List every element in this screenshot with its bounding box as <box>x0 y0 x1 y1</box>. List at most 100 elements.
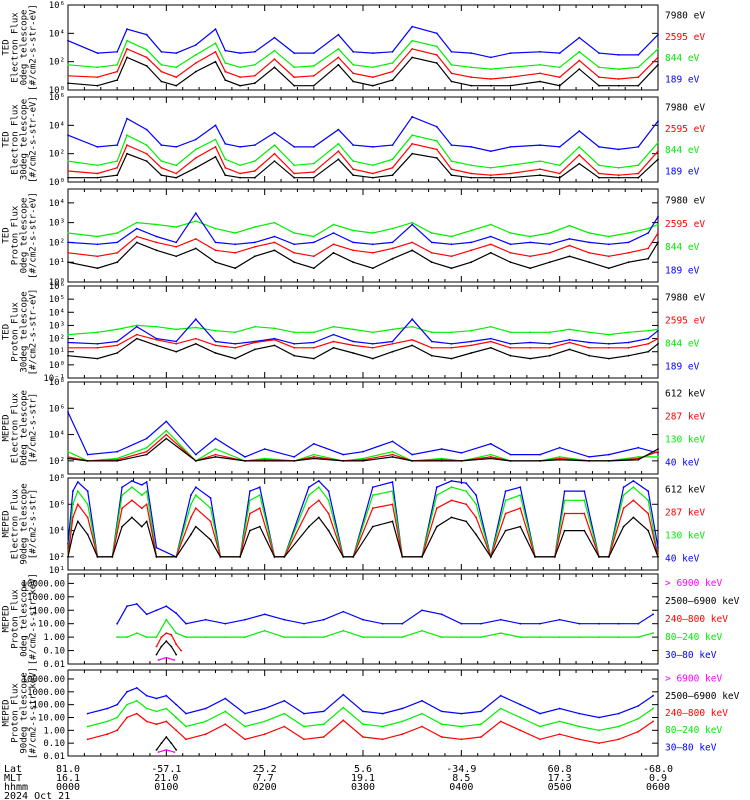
data-point <box>430 340 433 343</box>
data-point <box>180 649 183 652</box>
data-point <box>194 70 197 73</box>
data-point <box>637 146 640 148</box>
data-point <box>194 486 197 489</box>
y-tick-label: 10⁵ <box>49 295 65 305</box>
x-tick-label-lat: 25.2 <box>253 764 277 775</box>
data-point <box>362 450 364 453</box>
data-point <box>583 529 586 532</box>
data-point <box>116 344 119 347</box>
data-point <box>460 712 463 715</box>
data-point <box>440 613 443 616</box>
data-point <box>440 457 443 460</box>
data-point <box>371 486 374 489</box>
y-tick-label: 10³ <box>49 219 65 229</box>
data-point <box>214 437 217 440</box>
data-point <box>381 636 384 638</box>
data-point <box>332 251 335 254</box>
data-point <box>470 340 473 343</box>
data-point <box>381 738 384 741</box>
data-point <box>470 84 473 87</box>
data-point <box>308 494 310 496</box>
data-point <box>126 144 128 147</box>
data-point <box>194 157 197 159</box>
data-point <box>140 494 143 496</box>
data-point <box>116 251 119 254</box>
data-point <box>253 144 256 147</box>
data-point <box>253 50 256 53</box>
data-point <box>175 556 178 558</box>
data-point <box>371 66 374 69</box>
data-point <box>214 340 217 343</box>
data-point <box>411 56 414 59</box>
y-axis-label-line: Proton Flux <box>11 683 21 743</box>
data-point <box>293 176 296 179</box>
data-point <box>391 328 394 331</box>
data-point <box>145 128 148 131</box>
data-point <box>67 450 69 453</box>
y-axis-label: TEDElectron Flux0deg telescope[#/cm2-s-s… <box>2 4 39 91</box>
y-axis-label-line: 90deg telescope <box>20 483 30 564</box>
legend-entry: 40 keV <box>665 458 700 469</box>
data-point <box>67 341 69 344</box>
data-point <box>322 636 325 638</box>
data-point <box>563 512 566 515</box>
data-point <box>578 130 581 132</box>
data-point <box>175 643 178 646</box>
data-point <box>263 457 266 460</box>
data-point <box>126 39 128 42</box>
data-point <box>470 261 473 264</box>
data-point <box>317 486 320 489</box>
data-point <box>234 342 237 345</box>
data-point <box>342 693 345 696</box>
data-point <box>632 486 635 489</box>
data-point <box>145 152 148 155</box>
y-axis-label-line: [#/cm2-s-str-eV] <box>29 96 39 183</box>
data-point <box>175 749 178 751</box>
data-point <box>135 687 138 689</box>
data-point <box>391 450 394 453</box>
data-point <box>312 456 315 458</box>
x-tick-label-mlt: 21.0 <box>154 773 178 784</box>
data-point <box>558 707 561 710</box>
data-point <box>435 62 438 64</box>
data-point <box>509 354 512 357</box>
data-point <box>489 251 492 254</box>
data-point <box>391 520 394 523</box>
data-point <box>489 84 492 87</box>
y-tick-label: 10⁴ <box>49 431 65 441</box>
data-point <box>465 490 468 492</box>
data-point <box>303 725 305 728</box>
data-point <box>519 716 522 719</box>
data-point <box>96 243 99 246</box>
data-point <box>539 63 541 66</box>
data-point <box>548 243 551 246</box>
data-point <box>175 653 178 656</box>
data-point <box>86 725 89 728</box>
data-point <box>578 59 581 62</box>
y-axis-label-line: 0deg telescope <box>20 581 30 657</box>
data-point <box>622 494 625 496</box>
data-point <box>539 636 541 638</box>
data-point <box>352 72 355 75</box>
data-point <box>96 164 99 167</box>
y-tick-label: 10⁴ <box>49 121 65 131</box>
data-point <box>391 70 394 73</box>
data-point <box>283 712 286 715</box>
data-point <box>273 131 276 134</box>
y-tick-label: 10⁴ <box>49 199 65 209</box>
data-point <box>155 546 158 549</box>
data-point <box>421 712 423 715</box>
data-point <box>273 235 276 238</box>
panel-6: 10¹ 10² 10⁴ 10⁶ 10⁸ MEPEDElectron Flux90deg t… <box>2 474 706 576</box>
data-point <box>67 261 69 264</box>
data-point <box>312 255 315 258</box>
data-point <box>145 520 148 523</box>
data-point <box>519 507 522 510</box>
data-point <box>475 533 477 536</box>
data-point <box>214 50 217 53</box>
data-point <box>553 556 556 558</box>
data-point <box>617 174 620 177</box>
data-point <box>224 622 227 625</box>
data-point <box>489 556 492 558</box>
